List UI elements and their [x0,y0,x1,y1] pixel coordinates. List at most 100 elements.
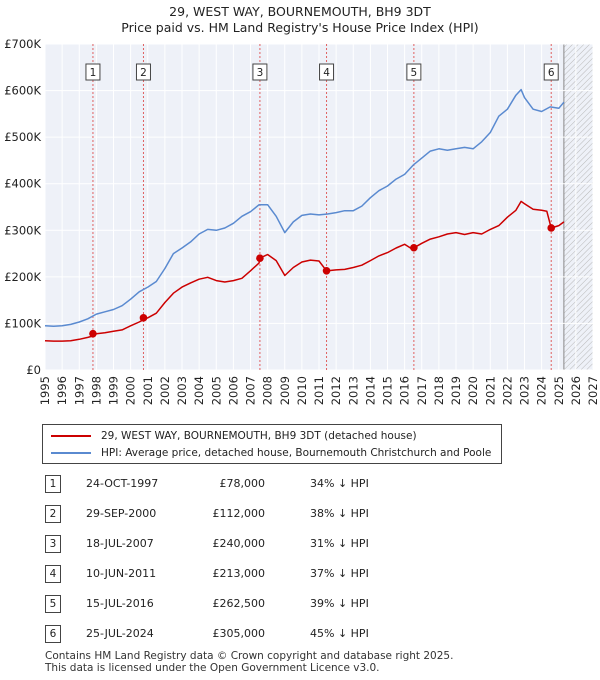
x-tick-label: 2016 [398,376,412,405]
sale-label-box [543,63,559,81]
sale-date: 15-JUL-2016 [86,597,154,610]
table-row: 2 29-SEP-2000 £112,000 38% ↓ HPI [0,505,600,527]
sale-label-box [406,63,422,81]
x-tick-label: 2013 [346,376,360,405]
x-tick-label: 2006 [226,376,240,405]
table-row: 3 18-JUL-2007 £240,000 31% ↓ HPI [0,535,600,557]
sale-hpi-diff: 31% ↓ HPI [310,537,369,550]
y-tick-label: £500K [4,130,41,144]
sale-label-box [319,63,335,81]
chart-title: 29, WEST WAY, BOURNEMOUTH, BH9 3DT [169,4,431,19]
chart-legend: 29, WEST WAY, BOURNEMOUTH, BH9 3DT (deta… [42,424,502,464]
sale-price: £213,000 [212,567,266,580]
legend-item-property: 29, WEST WAY, BOURNEMOUTH, BH9 3DT (deta… [51,428,417,444]
sale-date: 29-SEP-2000 [86,507,157,520]
x-tick-label: 1998 [89,376,103,405]
x-tick-label: 2001 [141,376,155,405]
sale-point [256,254,264,263]
sale-number: 2 [45,505,61,523]
x-tick-label: 2024 [535,376,549,405]
hpi-line [44,88,565,327]
sale-point [322,267,331,275]
chart-subtitle: Price paid vs. HM Land Registry's House … [121,20,479,35]
x-tick-label: 2009 [278,376,292,405]
sale-label: 3 [257,67,264,79]
legend-label-hpi: HPI: Average price, detached house, Bour… [101,447,492,459]
y-tick-label: £300K [4,223,41,237]
legend-swatch-hpi [51,452,91,454]
sale-date: 18-JUL-2007 [86,537,154,550]
legend-item-hpi: HPI: Average price, detached house, Bour… [51,445,491,461]
sale-number: 5 [45,595,61,613]
sale-hpi-diff: 39% ↓ HPI [310,597,369,610]
sale-point [410,243,418,252]
y-tick-label: £0 [26,363,41,377]
x-tick-label: 2002 [158,376,172,405]
sale-price: £78,000 [219,477,266,490]
x-tick-label: 2004 [192,376,206,405]
x-tick-label: 2010 [295,376,309,405]
legend-label-property: 29, WEST WAY, BOURNEMOUTH, BH9 3DT (deta… [101,430,417,442]
table-row: 6 25-JUL-2024 £305,000 45% ↓ HPI [0,625,600,647]
sale-point [139,314,148,322]
y-tick-label: £400K [4,177,41,191]
sale-point [547,224,556,232]
x-tick-label: 2012 [329,376,343,405]
x-tick-label: 2026 [569,376,583,405]
forecast-region [563,44,593,370]
x-tick-label: 2020 [466,376,480,405]
x-tick-label: 2027 [586,376,600,405]
x-tick-label: 2022 [500,376,514,405]
table-row: 4 10-JUN-2011 £213,000 37% ↓ HPI [0,565,600,587]
x-tick-label: 2017 [415,376,429,405]
sale-label: 5 [411,67,418,79]
x-tick-label: 2019 [449,376,463,405]
sale-point [89,329,97,338]
sale-label-box [85,63,101,81]
sale-hpi-diff: 34% ↓ HPI [310,477,369,490]
table-row: 5 15-JUL-2016 £262,500 39% ↓ HPI [0,595,600,617]
x-tick-label: 2008 [261,376,275,405]
sale-price: £112,000 [212,507,266,520]
x-tick-label: 2025 [552,376,566,405]
x-tick-label: 2007 [244,376,258,405]
x-tick-label: 1997 [72,376,86,405]
sale-price: £240,000 [212,537,266,550]
y-tick-label: £600K [4,84,41,98]
y-tick-label: £200K [4,270,41,284]
x-tick-label: 2023 [518,376,532,405]
x-tick-label: 1999 [107,376,121,405]
sale-label-box [135,63,151,81]
x-tick-label: 2003 [175,376,189,405]
sale-hpi-diff: 37% ↓ HPI [310,567,369,580]
sale-date: 24-OCT-1997 [86,477,159,490]
sale-number: 3 [45,535,61,553]
sale-label: 4 [323,67,330,79]
x-tick-label: 2014 [363,376,377,405]
x-tick-label: 1996 [55,376,69,405]
sale-date: 10-JUN-2011 [86,567,157,580]
price-chart: 1 2 3 4 5 6 £0 £100K £200K £300K £400K £500K £600K £7… [4,37,600,405]
sale-label-box [252,63,268,81]
sale-price: £262,500 [212,597,266,610]
sale-price: £305,000 [212,627,266,640]
sale-hpi-diff: 45% ↓ HPI [310,627,369,640]
x-tick-label: 2011 [312,376,326,405]
x-tick-label: 2015 [381,376,395,405]
sale-label: 1 [90,67,97,79]
x-tick-label: 2018 [432,376,446,405]
sale-label: 6 [548,67,555,79]
x-tick-label: 2000 [124,376,138,405]
x-tick-label: 2021 [483,376,497,405]
legend-swatch-property [51,435,91,437]
sale-number: 6 [45,625,61,643]
y-tick-label: £700K [4,37,41,51]
footer-copyright: Contains HM Land Registry data © Crown c… [45,650,454,662]
property-price-line [44,200,565,342]
sale-number: 4 [45,565,61,583]
sale-label: 2 [140,67,147,79]
x-tick-label: 2005 [209,376,223,405]
x-tick-label: 1995 [38,376,52,405]
sale-hpi-diff: 38% ↓ HPI [310,507,369,520]
table-row: 1 24-OCT-1997 £78,000 34% ↓ HPI [0,475,600,497]
